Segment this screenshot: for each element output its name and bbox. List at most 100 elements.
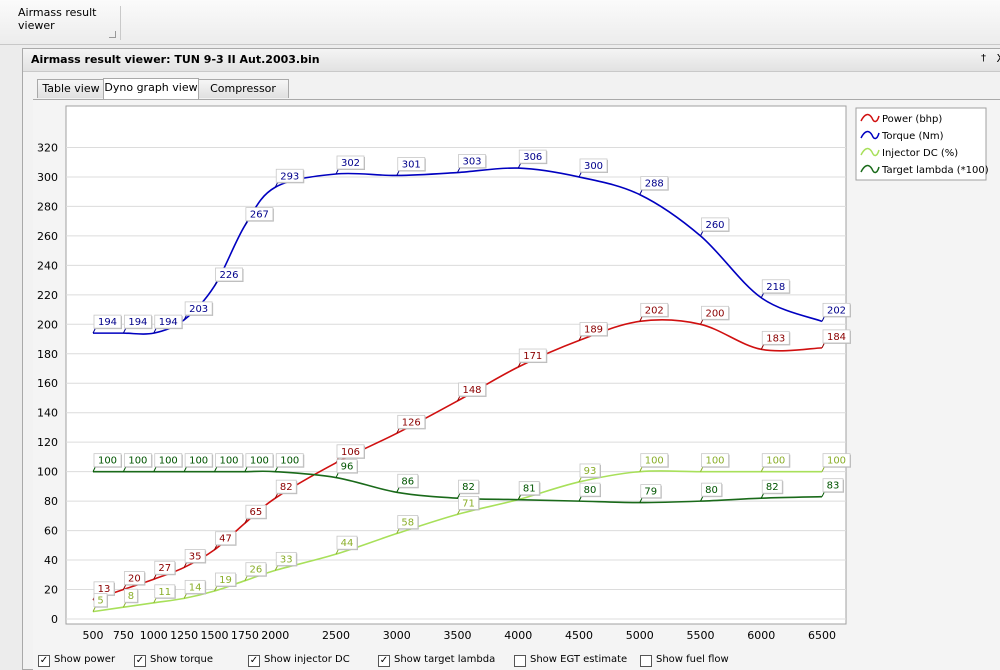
label-box — [215, 531, 236, 546]
pin-icon[interactable]: † — [981, 53, 986, 64]
checkbox-box[interactable]: ✓ — [38, 655, 50, 667]
plot-area — [65, 105, 847, 625]
airmass-result-viewer-label: Airmass result viewer — [18, 6, 97, 32]
torque-nm-data-label: 203 — [183, 301, 214, 321]
checkbox-box[interactable] — [514, 655, 526, 667]
label-box — [518, 348, 547, 363]
legend-swatch-power-bhp — [860, 113, 880, 123]
label-box — [579, 482, 601, 497]
target-lambda-value-label: 82 — [766, 482, 779, 493]
tab-dyno-graph-view[interactable]: Dyno graph view — [103, 78, 199, 99]
torque-nm-value-label: 306 — [523, 152, 542, 163]
power-bhp-data-label: 202 — [639, 302, 669, 322]
power-bhp-data-label: 27 — [153, 560, 176, 580]
label-box — [123, 588, 138, 603]
label-box — [458, 154, 486, 168]
label-box — [458, 479, 479, 494]
label-box — [701, 482, 722, 497]
target-lambda-value-label: 100 — [159, 456, 178, 467]
y-tick-label: 140 — [37, 407, 58, 420]
power-bhp-value-label: 202 — [645, 305, 664, 316]
y-tick-label: 260 — [37, 230, 58, 243]
power-bhp-data-label: 35 — [183, 549, 207, 568]
label-box — [701, 305, 729, 320]
injector-dc-data-label: 71 — [457, 495, 480, 515]
power-bhp-value-label: 82 — [280, 482, 293, 493]
x-tick-label: 4000 — [504, 629, 532, 642]
power-bhp-value-label: 47 — [219, 534, 232, 545]
injector-dc-value-label: 5 — [97, 596, 103, 607]
torque-nm-value-label: 226 — [219, 270, 238, 281]
label-box — [215, 453, 243, 468]
legend-entry-injector-dc: Injector DC (%) — [882, 148, 958, 159]
x-tick-label: 2500 — [322, 629, 350, 642]
checkbox-label: Show torque — [150, 654, 213, 665]
power-bhp-value-label: 13 — [98, 584, 111, 595]
checkbox-box[interactable]: ✓ — [248, 655, 260, 667]
x-tick-label: 4500 — [565, 629, 593, 642]
injector-dc-data-label: 100 — [639, 453, 669, 472]
power-bhp-data-label: 189 — [578, 322, 608, 341]
torque-nm-data-label: 218 — [760, 279, 791, 298]
injector-dc-data-label: 58 — [396, 515, 419, 534]
checkbox-label: Show power — [54, 654, 116, 665]
label-box — [761, 453, 790, 468]
injector-dc-data-label: 11 — [153, 584, 176, 604]
power-bhp-value-label: 106 — [341, 447, 360, 458]
injector-dc-data-label: 5 — [92, 593, 108, 612]
target-lambda-value-label: 100 — [189, 456, 208, 467]
y-tick-label: 200 — [37, 318, 58, 331]
legend-swatch-torque-nm — [860, 130, 880, 140]
checkbox-label: Show target lambda — [394, 654, 496, 665]
torque-nm-data-label: 302 — [335, 155, 365, 175]
power-bhp-data-label: 200 — [700, 305, 730, 325]
injector-dc-data-label: 19 — [214, 572, 237, 592]
power-bhp-value-label: 126 — [402, 417, 421, 428]
airmass-result-viewer-button[interactable]: Airmass result viewer — [8, 6, 121, 40]
label-box — [123, 453, 152, 468]
target-lambda-value-label: 86 — [401, 476, 414, 487]
label-box — [822, 478, 844, 493]
checkbox-box[interactable] — [640, 655, 652, 667]
power-bhp-value-label: 200 — [705, 308, 724, 319]
x-tick-label: 3500 — [444, 629, 472, 642]
label-box — [701, 453, 729, 468]
torque-nm-data-label: 303 — [457, 154, 487, 173]
x-tick-label: 5000 — [626, 629, 654, 642]
label-box — [458, 495, 479, 510]
y-tick-label: 280 — [37, 200, 58, 213]
y-tick-label: 100 — [37, 466, 58, 479]
label-box — [518, 149, 547, 164]
target-lambda-data-label: 100 — [122, 453, 153, 472]
dialog-launcher-icon[interactable] — [109, 31, 116, 38]
injector-dc-value-label: 26 — [250, 565, 263, 576]
label-box — [93, 453, 122, 468]
injector-dc-value-label: 100 — [766, 456, 785, 467]
target-lambda-value-label: 96 — [341, 462, 354, 473]
target-lambda-data-label: 100 — [244, 453, 274, 472]
y-tick-label: 160 — [37, 377, 58, 390]
power-bhp-data-label: 13 — [92, 581, 115, 601]
power-bhp-value-label: 27 — [158, 563, 171, 574]
label-box — [154, 560, 176, 575]
target-lambda-value-label: 80 — [705, 485, 718, 496]
x-tick-label: 6500 — [808, 629, 836, 642]
torque-nm-data-label: 288 — [639, 176, 669, 195]
label-box — [154, 453, 183, 468]
label-box — [154, 314, 183, 329]
torque-nm-value-label: 203 — [189, 304, 208, 315]
power-bhp-value-label: 65 — [250, 507, 263, 518]
panel-title: Airmass result viewer: TUN 9-3 II Aut.20… — [31, 53, 320, 66]
checkbox-box[interactable]: ✓ — [378, 655, 390, 667]
label-box — [245, 562, 267, 577]
injector-dc-line — [92, 470, 822, 613]
injector-dc-value-label: 93 — [584, 466, 597, 477]
checkbox-box[interactable]: ✓ — [134, 655, 146, 667]
target-lambda-value-label: 80 — [584, 485, 597, 496]
power-bhp-data-label: 106 — [335, 444, 365, 464]
target-lambda-value-label: 100 — [98, 456, 117, 467]
label-box — [640, 176, 669, 191]
close-icon[interactable]: X — [996, 52, 1000, 65]
y-tick-label: 240 — [37, 259, 58, 272]
x-tick-label: 6000 — [747, 629, 775, 642]
